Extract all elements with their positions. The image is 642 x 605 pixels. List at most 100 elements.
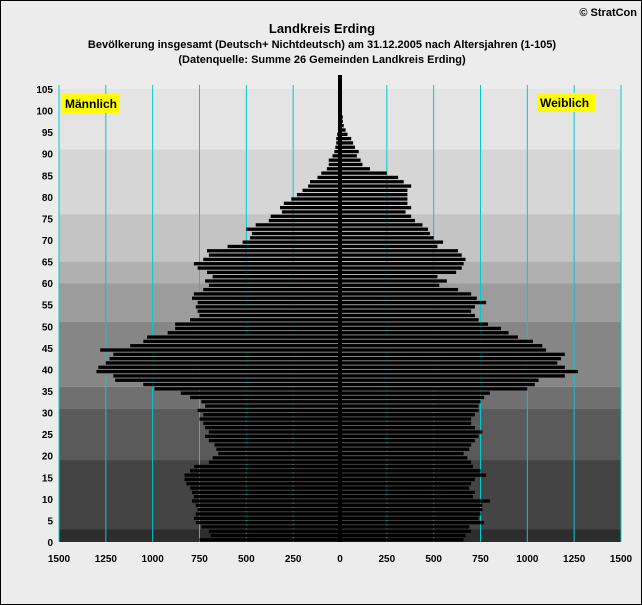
female-bar (340, 180, 404, 184)
y-tick-label: 45 (42, 344, 54, 355)
male-bar (203, 287, 340, 292)
female-bar (340, 533, 466, 538)
chart-subtitle: Bevölkerung insgesamt (Deutsch+ Nichtdeu… (87, 39, 557, 51)
female-bar (340, 149, 359, 154)
x-tick-label: 250 (378, 554, 395, 565)
female-bar (340, 430, 483, 434)
y-tick-label: 30 (42, 409, 54, 420)
y-tick-label: 35 (42, 387, 54, 398)
x-tick-label: 1500 (48, 554, 71, 565)
female-bar (340, 490, 475, 495)
male-bar (195, 305, 340, 309)
female-bar (340, 167, 370, 171)
male-bar (280, 205, 340, 210)
female-bar (340, 266, 462, 270)
male-bar (192, 490, 340, 495)
female-bar (340, 495, 474, 499)
female-bar (340, 296, 477, 300)
female-bar (340, 352, 565, 356)
male-bar (205, 404, 340, 408)
male-bar (154, 387, 340, 391)
x-tick-label: 1000 (516, 554, 539, 565)
male-bar (255, 223, 340, 227)
female-bar (340, 227, 429, 231)
female-bar (340, 244, 438, 249)
y-tick-label: 90 (42, 150, 54, 161)
male-bar (180, 391, 340, 395)
male-bar (105, 361, 340, 365)
female-bar (340, 193, 408, 197)
male-bar (190, 395, 340, 400)
x-tick-label: 1000 (142, 554, 165, 565)
female-bar (340, 275, 438, 279)
female-bar (340, 382, 535, 387)
male-bar (296, 193, 340, 197)
female-bar (340, 214, 412, 218)
male-bar (328, 162, 340, 167)
y-tick-label: 100 (36, 107, 53, 118)
male-bar (199, 538, 340, 542)
x-tick-label: 1500 (610, 554, 633, 565)
female-bar (340, 201, 408, 205)
female-bar (340, 516, 479, 520)
legend-female-box (537, 93, 595, 112)
female-bar (340, 236, 434, 240)
female-bar (340, 128, 346, 132)
male-bar (109, 356, 340, 361)
female-bar (340, 421, 472, 426)
male-bar (308, 184, 340, 188)
male-bar (147, 335, 340, 339)
male-bar (115, 378, 340, 382)
female-bar (340, 231, 430, 236)
female-bar (340, 339, 533, 344)
female-bar (340, 270, 457, 275)
male-bar (208, 253, 340, 257)
male-bar (246, 227, 340, 231)
male-bar (193, 516, 340, 520)
female-bar (340, 525, 470, 529)
female-bar (340, 438, 475, 443)
male-bar (100, 348, 340, 352)
y-tick-label: 80 (42, 193, 54, 204)
female-bar (340, 417, 472, 421)
male-bar (291, 197, 340, 201)
center-axis (338, 75, 342, 542)
male-bar (143, 382, 340, 387)
male-bar (193, 495, 340, 499)
male-bar (205, 426, 340, 430)
male-bar (227, 244, 340, 249)
female-bar (340, 162, 363, 167)
male-bar (218, 451, 340, 456)
male-bar (206, 249, 340, 253)
y-tick-label: 75 (42, 214, 54, 225)
male-bar (184, 473, 340, 477)
male-bar (130, 344, 340, 348)
female-bar (340, 300, 487, 305)
male-bar (98, 365, 340, 369)
y-tick-label: 10 (42, 495, 54, 506)
female-bar (340, 249, 459, 253)
male-bar (321, 171, 340, 175)
male-bar (208, 438, 340, 443)
male-bar (201, 525, 340, 529)
female-bar (340, 305, 475, 309)
female-bar (340, 257, 466, 262)
legend-male: Männlich (62, 94, 120, 113)
female-bar (340, 292, 472, 296)
female-bar (340, 538, 464, 542)
legend-female-label: Weiblich (540, 96, 589, 110)
male-bar (250, 236, 340, 240)
male-bar (205, 434, 340, 438)
male-bar (205, 279, 340, 283)
male-bar (212, 456, 340, 460)
y-tick-label: 50 (42, 322, 54, 333)
y-tick-label: 105 (36, 85, 53, 96)
male-bar (216, 447, 340, 451)
legend-female: Weiblich (537, 93, 595, 112)
male-bar (270, 214, 340, 218)
male-bar (143, 339, 340, 344)
x-tick-label: 500 (425, 554, 442, 565)
female-bar (340, 205, 412, 210)
